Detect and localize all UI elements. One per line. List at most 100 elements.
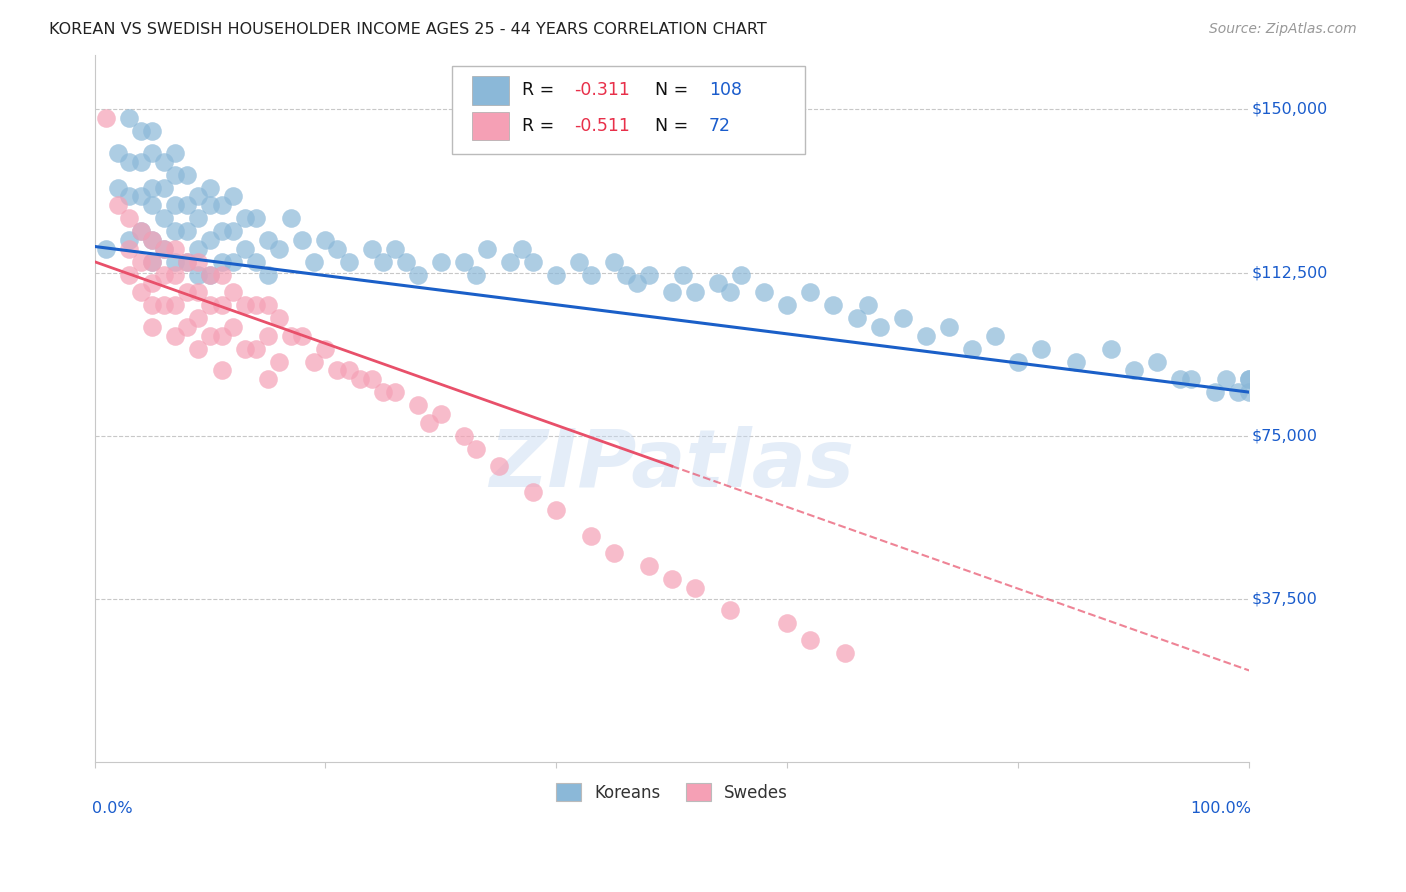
- Point: [256, 372, 278, 386]
- Point: [1146, 355, 1168, 369]
- Point: [187, 189, 209, 203]
- Point: [718, 285, 741, 300]
- Point: [198, 298, 221, 312]
- Point: [165, 198, 187, 212]
- Point: [799, 633, 821, 648]
- Text: -0.511: -0.511: [574, 117, 630, 135]
- Point: [373, 254, 395, 268]
- Point: [129, 224, 152, 238]
- Point: [707, 277, 730, 291]
- Point: [211, 268, 233, 282]
- Point: [1122, 363, 1144, 377]
- Point: [176, 254, 198, 268]
- Point: [165, 168, 187, 182]
- Point: [718, 602, 741, 616]
- Point: [360, 372, 382, 386]
- Text: R =: R =: [522, 81, 560, 100]
- Point: [314, 233, 336, 247]
- Point: [211, 198, 233, 212]
- Point: [129, 254, 152, 268]
- Point: [118, 154, 141, 169]
- Point: [118, 268, 141, 282]
- Point: [280, 211, 302, 226]
- Point: [637, 268, 659, 282]
- Point: [938, 320, 960, 334]
- Point: [337, 254, 360, 268]
- Point: [269, 242, 291, 256]
- Point: [187, 211, 209, 226]
- Point: [546, 502, 568, 516]
- Point: [141, 233, 163, 247]
- Point: [326, 242, 349, 256]
- Point: [152, 181, 174, 195]
- Point: [141, 233, 163, 247]
- Point: [256, 328, 278, 343]
- Point: [464, 442, 486, 456]
- Point: [211, 298, 233, 312]
- Point: [475, 242, 498, 256]
- Point: [118, 189, 141, 203]
- Point: [129, 224, 152, 238]
- Point: [245, 342, 267, 356]
- Point: [522, 485, 544, 500]
- Point: [1099, 342, 1122, 356]
- Point: [176, 168, 198, 182]
- Point: [337, 363, 360, 377]
- Point: [823, 298, 845, 312]
- Text: R =: R =: [522, 117, 560, 135]
- Point: [1237, 372, 1260, 386]
- Point: [1064, 355, 1087, 369]
- Point: [430, 407, 453, 421]
- Point: [776, 298, 799, 312]
- Point: [488, 459, 510, 474]
- Point: [269, 355, 291, 369]
- Point: [176, 198, 198, 212]
- Point: [165, 224, 187, 238]
- Point: [198, 233, 221, 247]
- Point: [198, 328, 221, 343]
- Point: [118, 211, 141, 226]
- Point: [107, 181, 129, 195]
- Text: $37,500: $37,500: [1251, 591, 1317, 607]
- Point: [373, 385, 395, 400]
- Point: [129, 285, 152, 300]
- Point: [187, 311, 209, 326]
- Point: [222, 285, 245, 300]
- Legend: Koreans, Swedes: Koreans, Swedes: [547, 775, 796, 810]
- Point: [165, 254, 187, 268]
- Point: [603, 546, 626, 560]
- Point: [1226, 385, 1249, 400]
- Point: [245, 298, 267, 312]
- Point: [233, 298, 256, 312]
- Point: [395, 254, 418, 268]
- Point: [176, 285, 198, 300]
- Point: [384, 242, 406, 256]
- Point: [118, 112, 141, 126]
- Point: [222, 224, 245, 238]
- Point: [233, 211, 256, 226]
- Point: [222, 254, 245, 268]
- Point: [891, 311, 914, 326]
- Text: 72: 72: [709, 117, 731, 135]
- Point: [107, 198, 129, 212]
- Point: [141, 298, 163, 312]
- Point: [349, 372, 371, 386]
- Point: [198, 268, 221, 282]
- Point: [129, 189, 152, 203]
- Point: [1215, 372, 1237, 386]
- Point: [637, 559, 659, 574]
- Point: [984, 328, 1007, 343]
- Text: KOREAN VS SWEDISH HOUSEHOLDER INCOME AGES 25 - 44 YEARS CORRELATION CHART: KOREAN VS SWEDISH HOUSEHOLDER INCOME AGE…: [49, 22, 766, 37]
- Point: [430, 254, 453, 268]
- Point: [799, 285, 821, 300]
- Point: [141, 181, 163, 195]
- Point: [256, 298, 278, 312]
- Point: [176, 224, 198, 238]
- Point: [302, 254, 325, 268]
- Point: [165, 242, 187, 256]
- Point: [626, 277, 648, 291]
- Point: [176, 320, 198, 334]
- Point: [129, 124, 152, 138]
- Point: [291, 233, 314, 247]
- Point: [579, 268, 602, 282]
